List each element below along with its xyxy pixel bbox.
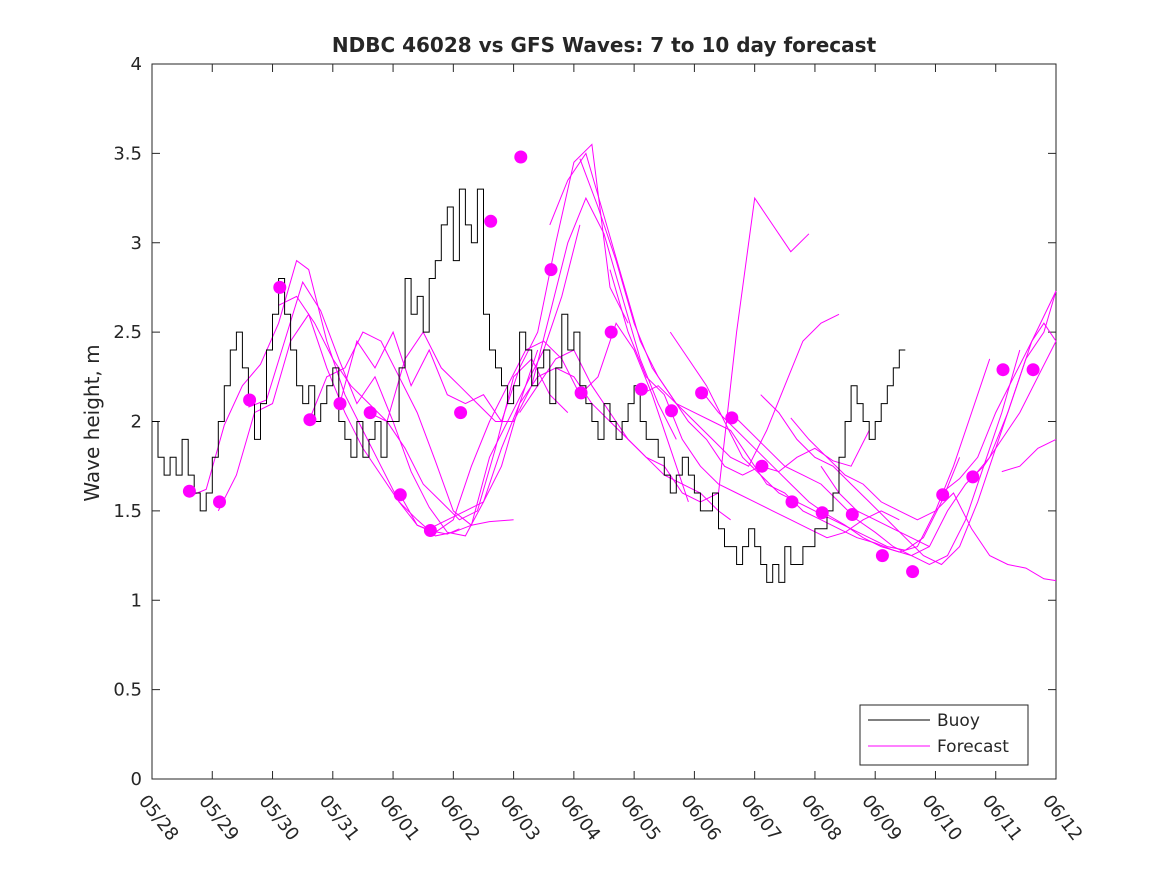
forecast-series-line bbox=[971, 290, 1057, 480]
y-tick-label: 0 bbox=[131, 769, 142, 790]
x-tick-label: 05/31 bbox=[315, 791, 363, 845]
x-tick-label: 06/12 bbox=[1038, 791, 1086, 845]
y-tick-label: 1 bbox=[131, 590, 142, 611]
x-tick-label: 06/11 bbox=[978, 791, 1026, 845]
y-tick-label: 1.5 bbox=[113, 501, 142, 522]
legend-box bbox=[859, 704, 1029, 766]
forecast-marker bbox=[665, 404, 678, 418]
forecast-marker bbox=[423, 524, 437, 537]
y-tick-label: 0.5 bbox=[113, 680, 142, 701]
forecast-marker bbox=[845, 508, 859, 521]
chart-title: NDBC 46028 vs GFS Waves: 7 to 10 day for… bbox=[332, 33, 877, 57]
forecast-series-line bbox=[338, 143, 629, 423]
forecast-series-line bbox=[730, 349, 1021, 566]
forecast-marker bbox=[906, 565, 920, 579]
y-tick-label: 2.5 bbox=[113, 322, 142, 343]
x-tick-label: 06/10 bbox=[918, 791, 966, 845]
forecast-series-line bbox=[941, 322, 1057, 494]
legend-buoy-label: Buoy bbox=[937, 711, 980, 731]
forecast-series-line bbox=[790, 417, 1057, 582]
forecast-marker bbox=[785, 495, 799, 509]
forecast-marker bbox=[936, 488, 950, 502]
plot-area: 00.511.522.533.54 05/28 05/29 05/30 05/31 06… bbox=[113, 54, 1086, 845]
y-axis-label: Wave height, m bbox=[80, 344, 104, 501]
x-tick-label: 05/29 bbox=[194, 791, 242, 845]
y-tick-label: 2 bbox=[131, 412, 142, 433]
forecast-series-line bbox=[639, 385, 930, 557]
x-tick-label: 05/30 bbox=[255, 791, 303, 845]
legend: Buoy Forecast bbox=[859, 704, 1029, 766]
x-tick-label: 06/07 bbox=[737, 791, 785, 845]
forecast-marker bbox=[544, 263, 558, 277]
forecast-marker bbox=[333, 397, 347, 411]
forecast-series-line bbox=[760, 290, 1057, 566]
forecast-marker bbox=[634, 382, 648, 396]
forecast-series-line bbox=[609, 269, 900, 539]
forecast-marker bbox=[182, 484, 196, 498]
forecast-marker bbox=[725, 411, 739, 425]
buoy-line bbox=[152, 188, 906, 583]
forecast-marker bbox=[273, 280, 287, 294]
forecast-marker bbox=[363, 406, 377, 420]
forecast-marker bbox=[1026, 363, 1040, 377]
forecast-marker bbox=[815, 506, 829, 520]
forecast-series-line bbox=[669, 331, 961, 551]
forecast-marker bbox=[604, 325, 618, 339]
forecast-series-line bbox=[1001, 438, 1057, 473]
forecast-marker bbox=[875, 549, 889, 563]
y-axis-ticks: 0 0.5 1 1.5 2 2.5 3 3.5 4 bbox=[113, 54, 1056, 790]
forecast-marker bbox=[213, 495, 226, 509]
forecast-marker bbox=[695, 386, 709, 400]
x-tick-label: 06/08 bbox=[797, 791, 845, 845]
forecast-marker bbox=[755, 459, 769, 473]
x-tick-label: 05/28 bbox=[134, 791, 182, 845]
forecast-marker bbox=[484, 214, 498, 228]
x-tick-label: 06/09 bbox=[857, 791, 905, 845]
x-tick-label: 06/02 bbox=[435, 791, 483, 845]
forecast-marker bbox=[574, 386, 588, 400]
forecast-series-line bbox=[579, 158, 870, 476]
x-tick-label: 06/04 bbox=[556, 791, 604, 845]
forecast-marker bbox=[243, 393, 257, 407]
x-tick-label: 06/01 bbox=[375, 791, 423, 845]
y-tick-label: 3 bbox=[131, 233, 142, 254]
y-tick-label: 3.5 bbox=[113, 143, 142, 164]
forecast-marker bbox=[996, 363, 1010, 377]
x-tick-label: 06/03 bbox=[496, 791, 544, 845]
forecast-marker bbox=[454, 406, 468, 420]
forecast-marker bbox=[514, 150, 528, 164]
forecast-marker bbox=[393, 488, 407, 502]
forecast-series-line bbox=[308, 224, 581, 527]
x-tick-label: 06/05 bbox=[616, 791, 664, 845]
forecast-series-line bbox=[549, 152, 840, 467]
x-tick-label: 06/06 bbox=[676, 791, 724, 845]
forecast-marker bbox=[303, 413, 317, 427]
buoy-series-line bbox=[152, 188, 906, 583]
legend-forecast-label: Forecast bbox=[937, 737, 1009, 757]
forecast-series-line bbox=[368, 196, 677, 440]
forecast-series-line bbox=[820, 340, 1057, 548]
forecast-series-line bbox=[398, 322, 689, 533]
forecast-markers bbox=[182, 150, 1040, 579]
y-tick-label: 4 bbox=[131, 54, 142, 75]
forecast-marker bbox=[966, 470, 980, 484]
